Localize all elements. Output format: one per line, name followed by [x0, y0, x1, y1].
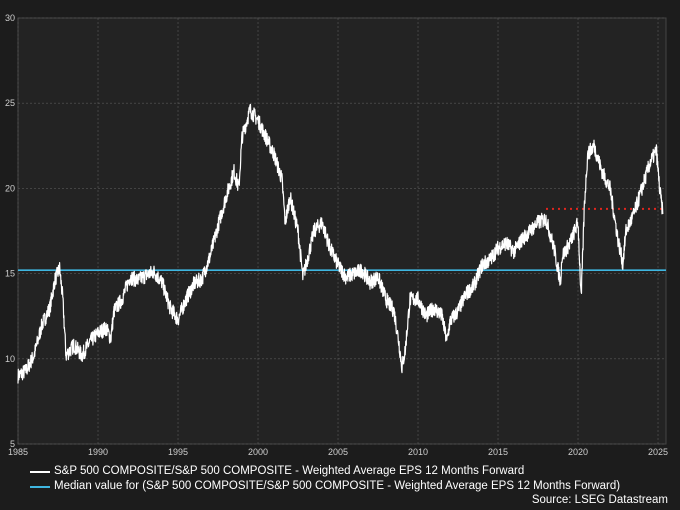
legend-label-median: Median value for (S&P 500 COMPOSITE/S&P … [54, 480, 621, 492]
x-tick-label: 1985 [8, 447, 28, 457]
y-tick-label: 15 [5, 269, 15, 279]
x-tick-label: 2015 [488, 447, 508, 457]
eps-series-line [17, 103, 664, 384]
x-axis: 1985 1990 1995 2000 2005 2010 2015 2020 2025 [8, 447, 668, 457]
y-tick-label: 5 [10, 439, 15, 449]
x-tick-label: 1990 [88, 447, 108, 457]
x-tick-label: 2010 [408, 447, 428, 457]
x-tick-label: 1995 [168, 447, 188, 457]
legend-item-eps: S&P 500 COMPOSITE/S&P 500 COMPOSITE - We… [30, 464, 620, 479]
x-tick-label: 2020 [568, 447, 588, 457]
source-note: Source: LSEG Datastream [531, 494, 668, 506]
legend: S&P 500 COMPOSITE/S&P 500 COMPOSITE - We… [30, 464, 620, 494]
y-tick-label: 30 [5, 13, 15, 23]
x-tick-label: 2000 [248, 447, 268, 457]
legend-item-median: Median value for (S&P 500 COMPOSITE/S&P … [30, 479, 620, 494]
plot-area [17, 17, 667, 445]
series-group [17, 103, 666, 384]
legend-label-eps: S&P 500 COMPOSITE/S&P 500 COMPOSITE - We… [54, 465, 525, 477]
y-tick-label: 10 [5, 354, 15, 364]
legend-swatch-eps [30, 470, 50, 473]
x-tick-label: 2005 [328, 447, 348, 457]
legend-swatch-median [30, 485, 50, 488]
y-axis: 5 10 15 20 25 30 [5, 13, 15, 449]
x-tick-label: 2025 [648, 447, 668, 457]
y-tick-label: 25 [5, 98, 15, 108]
y-tick-label: 20 [5, 183, 15, 193]
